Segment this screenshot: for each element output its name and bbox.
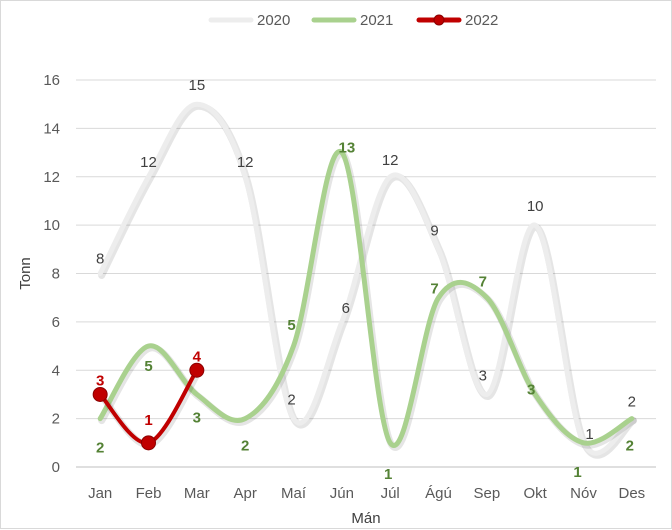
y-tick-label: 8 (52, 266, 60, 283)
data-label: 3 (479, 367, 487, 384)
data-point-marker (189, 362, 205, 378)
data-label: 2 (241, 438, 249, 455)
x-tick-label: Jún (330, 485, 354, 502)
legend-label-2020: 2020 (257, 12, 290, 29)
data-label: 1 (384, 466, 392, 483)
y-tick-label: 12 (43, 169, 60, 186)
data-label: 10 (527, 198, 544, 215)
x-tick-label: Nóv (570, 485, 597, 502)
x-tick-label: Ágú (425, 485, 452, 502)
x-axis-title: Mán (351, 510, 380, 527)
data-label: 15 (188, 77, 205, 94)
data-label: 4 (193, 348, 202, 365)
series-2021 (97, 149, 637, 451)
data-label: 1 (585, 426, 593, 443)
x-tick-label: Mar (184, 485, 210, 502)
data-label: 8 (96, 251, 104, 268)
y-tick-label: 0 (52, 459, 60, 476)
data-label: 6 (342, 300, 350, 317)
y-axis-ticks: 0 2 4 6 8 10 12 14 16 (43, 72, 60, 476)
data-label: 2 (96, 440, 104, 457)
y-tick-label: 14 (43, 120, 60, 137)
x-tick-label: Okt (523, 485, 547, 502)
data-label: 2 (628, 394, 636, 411)
data-label: 12 (382, 152, 399, 169)
data-label: 13 (338, 140, 355, 157)
x-tick-label: Des (618, 485, 645, 502)
y-tick-label: 10 (43, 217, 60, 234)
legend-label-2021: 2021 (360, 12, 393, 29)
data-label: 2 (626, 438, 634, 455)
y-tick-label: 6 (52, 314, 60, 331)
data-label: 7 (430, 281, 438, 298)
series-line-2020 (97, 101, 635, 456)
y-tick-label: 16 (43, 72, 60, 89)
series-line-2021 (97, 149, 635, 448)
y-tick-label: 2 (52, 411, 60, 428)
legend-marker (433, 14, 445, 26)
y-tick-label: 4 (52, 362, 60, 379)
series-layer (92, 101, 637, 459)
legend-label-2022: 2022 (465, 12, 498, 29)
data-label: 12 (237, 154, 254, 171)
data-label: 1 (573, 464, 581, 481)
x-tick-label: Apr (233, 485, 256, 502)
legend: 2020 2021 2022 (208, 12, 498, 29)
data-label: 5 (144, 358, 152, 375)
data-label: 1 (144, 412, 152, 429)
series-2020 (97, 101, 637, 459)
data-label: 3 (96, 372, 104, 389)
x-axis-ticks: Jan Feb Mar Apr Maí Jún Júl Ágú Sep Okt Nóv Des (88, 485, 645, 502)
data-label: 12 (140, 154, 157, 171)
data-point-marker (92, 386, 108, 402)
series-2022 (92, 362, 205, 451)
y-axis-title: Tonn (17, 257, 34, 290)
data-label: 3 (193, 409, 201, 426)
x-tick-label: Feb (136, 485, 162, 502)
x-tick-label: Júl (381, 485, 400, 502)
x-tick-label: Jan (88, 485, 112, 502)
data-label: 5 (287, 317, 295, 334)
data-label: 7 (479, 274, 487, 291)
data-label: 3 (527, 381, 535, 398)
data-label: 2 (287, 392, 295, 409)
x-tick-label: Maí (281, 485, 307, 502)
data-point-marker (141, 435, 156, 451)
x-tick-label: Sep (473, 485, 500, 502)
data-label: 9 (430, 222, 438, 239)
